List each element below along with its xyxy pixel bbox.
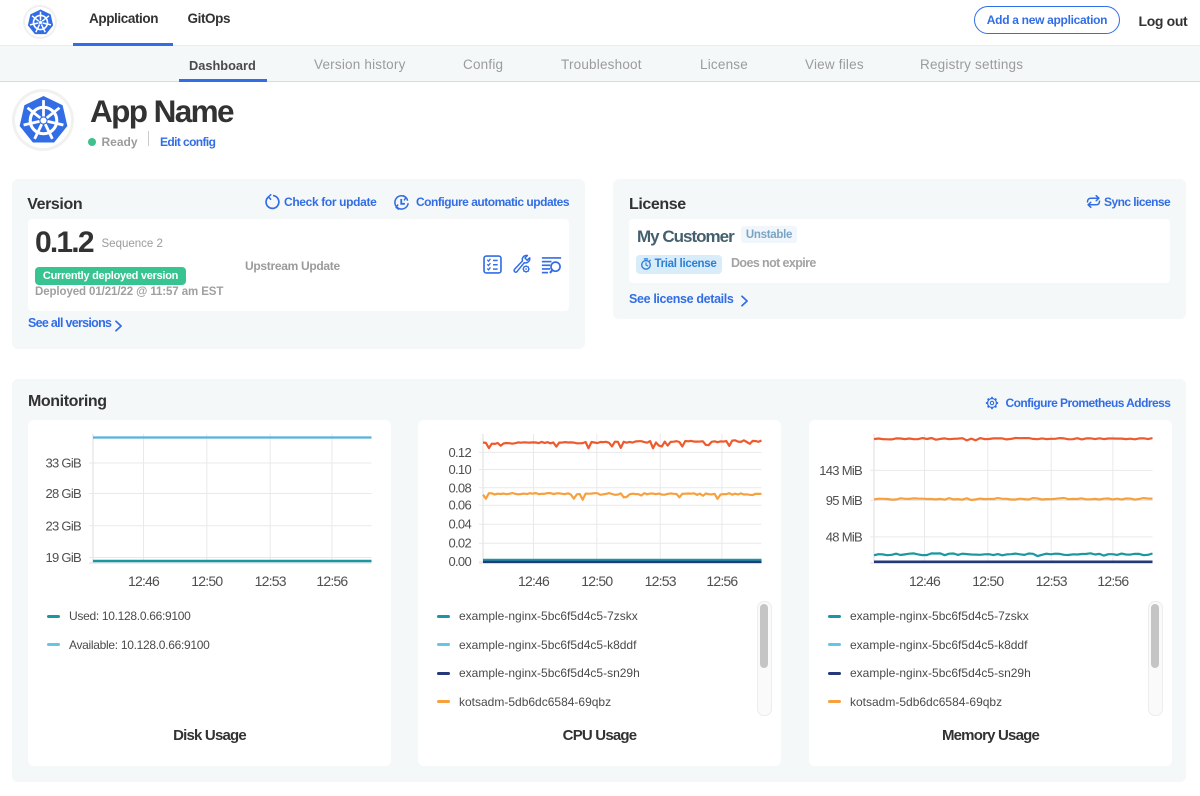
- svg-text:23 GiB: 23 GiB: [45, 518, 81, 533]
- svg-text:0.00: 0.00: [448, 554, 471, 569]
- svg-text:12:46: 12:46: [909, 573, 941, 589]
- svg-text:28 GiB: 28 GiB: [45, 486, 81, 501]
- svg-text:12:53: 12:53: [255, 573, 287, 589]
- svg-text:12:46: 12:46: [518, 573, 550, 589]
- svg-text:0.04: 0.04: [448, 517, 471, 532]
- svg-text:12:46: 12:46: [128, 573, 160, 589]
- svg-text:12:53: 12:53: [1036, 573, 1068, 589]
- svg-text:0.10: 0.10: [448, 462, 471, 477]
- svg-text:12:56: 12:56: [706, 573, 738, 589]
- svg-text:0.02: 0.02: [448, 536, 471, 551]
- svg-text:12:53: 12:53: [645, 573, 677, 589]
- svg-text:0.06: 0.06: [448, 498, 471, 513]
- svg-text:12:50: 12:50: [972, 573, 1004, 589]
- svg-text:33 GiB: 33 GiB: [45, 456, 81, 471]
- svg-text:12:56: 12:56: [316, 573, 348, 589]
- svg-text:12:56: 12:56: [1097, 573, 1129, 589]
- svg-text:95 MiB: 95 MiB: [826, 493, 862, 508]
- svg-text:143 MiB: 143 MiB: [819, 463, 862, 478]
- svg-text:0.08: 0.08: [448, 480, 471, 495]
- svg-text:0.12: 0.12: [448, 445, 471, 460]
- svg-text:12:50: 12:50: [581, 573, 613, 589]
- svg-text:48 MiB: 48 MiB: [826, 529, 862, 544]
- svg-text:19 GiB: 19 GiB: [45, 550, 81, 565]
- svg-text:12:50: 12:50: [191, 573, 223, 589]
